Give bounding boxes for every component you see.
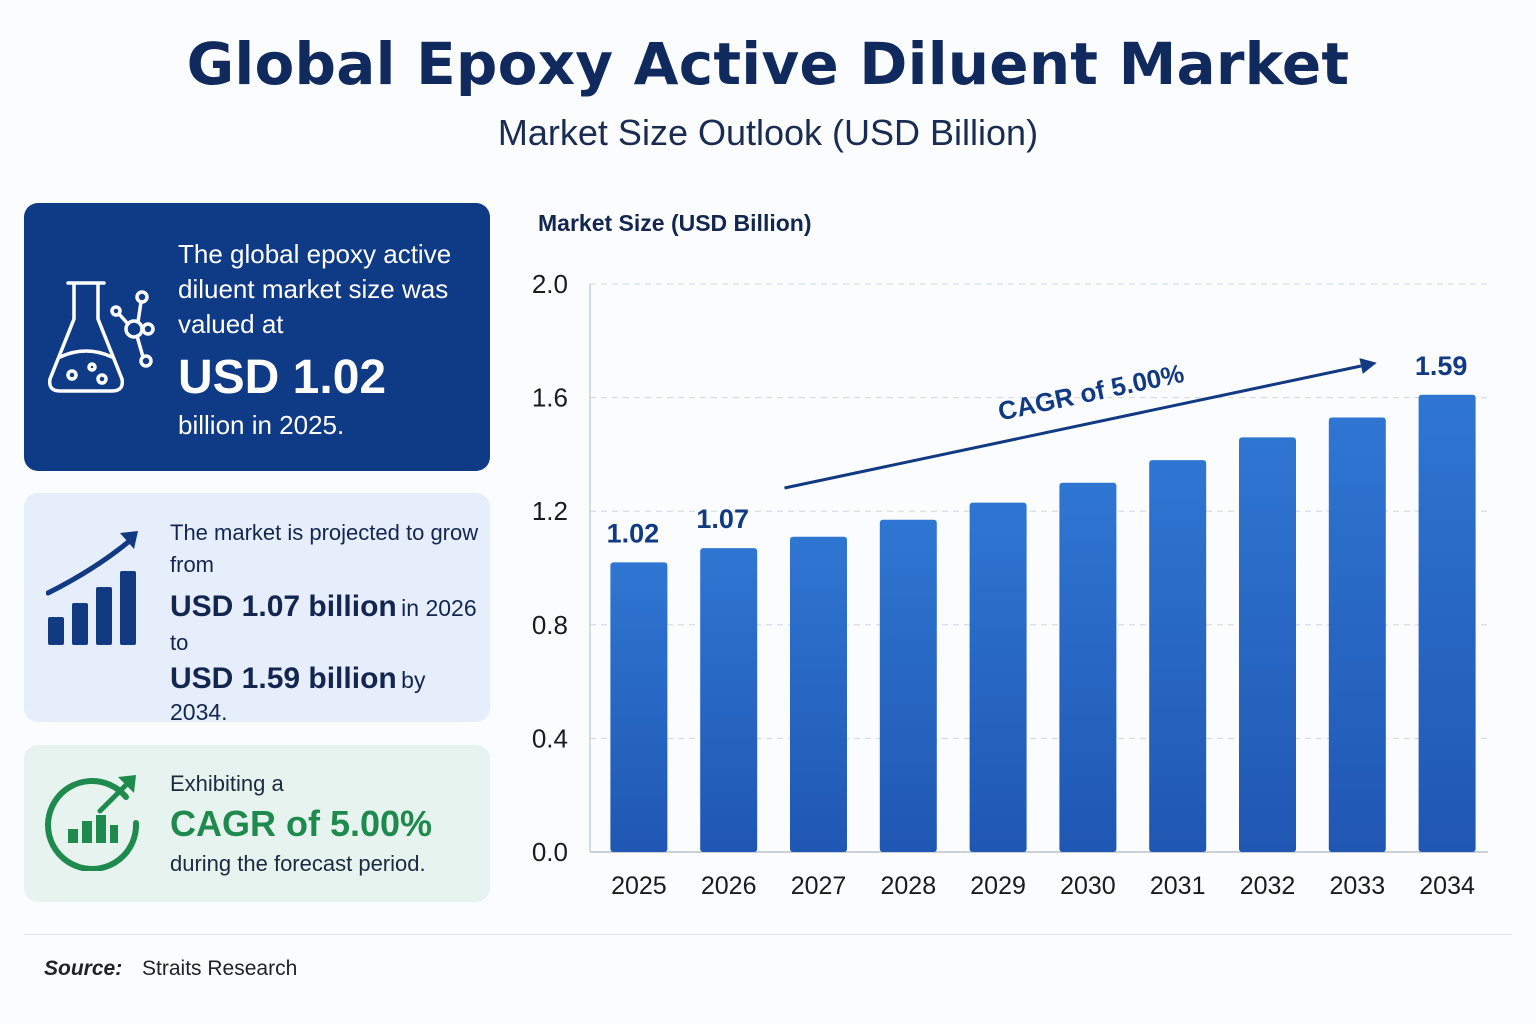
bar-2025	[610, 562, 668, 852]
card1-line1: The global epoxy active	[178, 239, 452, 269]
market-value-card: The global epoxy active diluent market s…	[24, 203, 490, 471]
bar-2034	[1418, 394, 1476, 852]
footer-divider	[24, 934, 1512, 935]
x-tick-label: 2025	[611, 872, 667, 900]
bar-2032	[1239, 437, 1296, 852]
data-label-2034: 1.59	[1415, 351, 1468, 381]
x-tick-label: 2029	[970, 872, 1026, 900]
x-tick-label: 2034	[1419, 872, 1475, 900]
card2-line1: The market is projected to grow	[170, 520, 479, 545]
projection-card: The market is projected to grow from USD…	[24, 493, 490, 725]
x-tick-label: 2032	[1240, 872, 1296, 900]
y-tick-label: 2.0	[532, 269, 568, 299]
card3-value: CAGR of 5.00%	[170, 803, 433, 844]
y-tick-label: 0.8	[532, 610, 568, 640]
card2-from-value: USD 1.07 billion	[170, 590, 397, 623]
x-tick-label: 2033	[1329, 872, 1385, 900]
page-title: Global Epoxy Active Diluent Market	[186, 30, 1350, 98]
card1-line3: valued at	[178, 309, 284, 339]
data-label-2026: 1.07	[696, 504, 749, 534]
y-tick-label: 0.4	[532, 723, 568, 753]
y-tick-label: 1.2	[532, 496, 568, 526]
card1-line2: diluent market size was	[178, 274, 449, 304]
source-value: Straits Research	[142, 957, 298, 980]
card2-from-suffix: in 2026	[401, 595, 477, 621]
card1-line4: billion in 2025.	[178, 410, 345, 440]
cagr-annotation: CAGR of 5.00%	[995, 358, 1186, 427]
card3-line1: Exhibiting a	[170, 771, 284, 796]
data-label-2025: 1.02	[607, 518, 660, 548]
page-subtitle: Market Size Outlook (USD Billion)	[497, 112, 1039, 153]
card2-line2: from	[170, 552, 214, 577]
bar-2028	[879, 519, 937, 852]
chart-y-axis-label: Market Size (USD Billion)	[538, 210, 812, 236]
bar-2029	[969, 502, 1027, 852]
card3-line2: during the forecast period.	[170, 851, 426, 876]
source-line: Source: Straits Research	[44, 957, 297, 981]
x-tick-label: 2027	[791, 872, 847, 900]
card2-to-suffix: by 2034.	[170, 667, 426, 725]
source-label: Source:	[44, 957, 123, 980]
bar-2031	[1149, 460, 1207, 852]
card2-to-value: USD 1.59 billion	[170, 662, 397, 695]
growth-bars-icon	[46, 531, 138, 645]
card2-to: to	[170, 630, 189, 655]
cagr-card: Exhibiting a CAGR of 5.00% during the fo…	[24, 745, 490, 902]
cagr-arrow-line	[784, 364, 1362, 490]
x-tick-label: 2031	[1150, 872, 1206, 900]
cagr-growth-circle-icon	[45, 775, 140, 871]
x-tick-label: 2028	[880, 872, 936, 900]
y-tick-label: 0.0	[532, 837, 568, 867]
bar-2033	[1328, 417, 1386, 852]
bar-2027	[790, 536, 847, 852]
x-tick-label: 2030	[1060, 872, 1116, 900]
bar-2030	[1059, 482, 1117, 852]
market-size-bar-chart: 0.0 0.4 0.8 1.2 1.6 2.0 2025 1.02 2026 1.07 2027 20…	[532, 269, 1488, 900]
y-tick-label: 1.6	[532, 383, 568, 413]
flask-molecule-icon	[47, 281, 155, 393]
cagr-arrow-head	[1359, 358, 1377, 374]
x-tick-label: 2026	[701, 872, 757, 900]
card1-value: USD 1.02	[178, 351, 387, 404]
bar-2026	[700, 548, 758, 852]
